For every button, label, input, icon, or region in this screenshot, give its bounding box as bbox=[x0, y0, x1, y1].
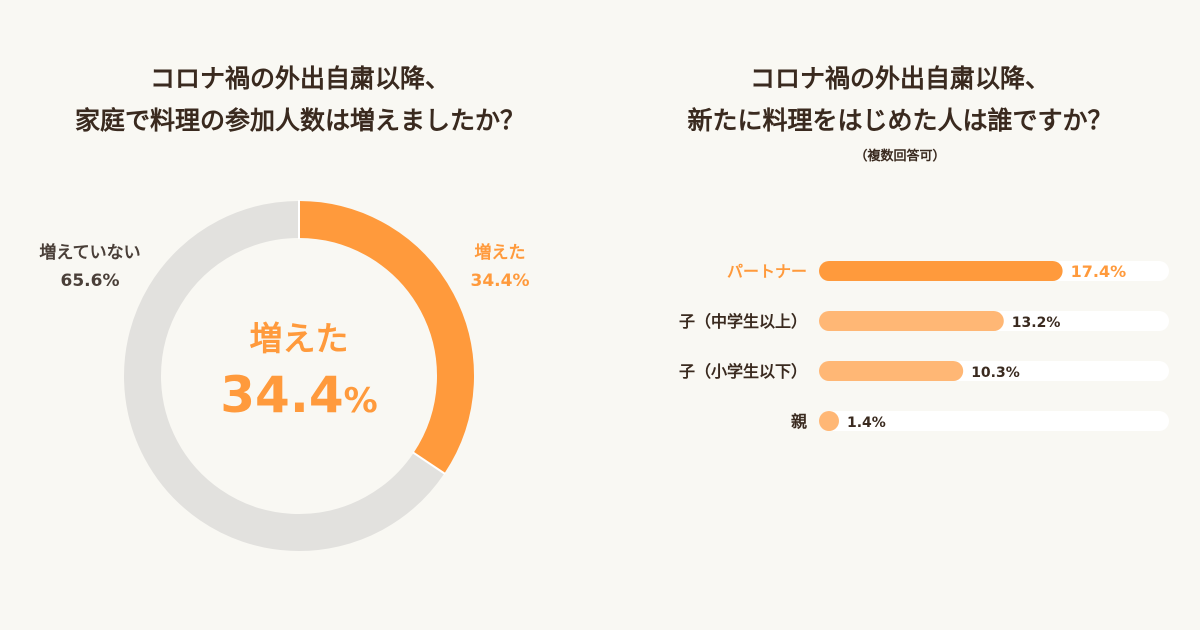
donut-center-label: 増えた bbox=[250, 319, 349, 358]
bar-0 bbox=[819, 261, 1063, 281]
bar-title-line-2: 新たに料理をはじめた人は誰ですか？ bbox=[687, 106, 1113, 135]
bar-category-label-3: 親 bbox=[791, 412, 807, 431]
donut-slice-label-0: 増えた bbox=[475, 242, 526, 263]
bar-category-label-1: 子（中学生以上） bbox=[679, 312, 807, 331]
bar-value-label-0: 17.4% bbox=[1071, 262, 1127, 281]
bar-value-label-2: 10.3% bbox=[971, 365, 1020, 381]
bar-chart-note: （複数回答可） bbox=[854, 149, 946, 164]
bar-chart: パートナー 17.4% 子（中学生以上） 13.2% 子（小学生以下） 10.3% 親 1.4… bbox=[679, 261, 1169, 431]
donut-slice-label-1: 増えていない bbox=[39, 242, 140, 263]
donut-slice-value-1: 65.6% bbox=[61, 271, 120, 291]
donut-title-line-1: コロナ禍の外出自粛以降、 bbox=[149, 64, 450, 93]
bar-chart-title: コロナ禍の外出自粛以降、 新たに料理をはじめた人は誰ですか？ bbox=[600, 58, 1200, 142]
bar-title-line-1: コロナ禍の外出自粛以降、 bbox=[749, 64, 1050, 93]
donut-slice-0 bbox=[298, 201, 474, 474]
right-panel: コロナ禍の外出自粛以降、 新たに料理をはじめた人は誰ですか？ （複数回答可） パ… bbox=[600, 0, 1200, 630]
bar-1 bbox=[819, 311, 1004, 331]
bar-category-label-2: 子（小学生以下） bbox=[679, 362, 807, 381]
donut-title-line-2: 家庭で料理の参加人数は増えましたか？ bbox=[74, 106, 525, 135]
donut-slice-1 bbox=[124, 201, 445, 551]
bar-value-label-3: 1.4% bbox=[847, 415, 886, 431]
bar-category-label-0: パートナー bbox=[727, 262, 807, 281]
bar-value-label-1: 13.2% bbox=[1012, 315, 1061, 331]
donut-chart-title: コロナ禍の外出自粛以降、 家庭で料理の参加人数は増えましたか？ bbox=[0, 58, 600, 142]
bar-3 bbox=[819, 411, 839, 431]
donut-slice-value-0: 34.4% bbox=[471, 271, 530, 291]
donut-center-value: 34.4% bbox=[220, 366, 377, 424]
donut-separator-1 bbox=[412, 451, 446, 475]
left-panel: コロナ禍の外出自粛以降、 家庭で料理の参加人数は増えましたか？ 増えた 34.4%… bbox=[0, 58, 600, 551]
bar-track-3 bbox=[819, 411, 1169, 431]
donut-chart: 増えた 34.4% 増えていない 65.6% 増えた 34.4% bbox=[39, 200, 530, 551]
bar-2 bbox=[819, 361, 964, 381]
